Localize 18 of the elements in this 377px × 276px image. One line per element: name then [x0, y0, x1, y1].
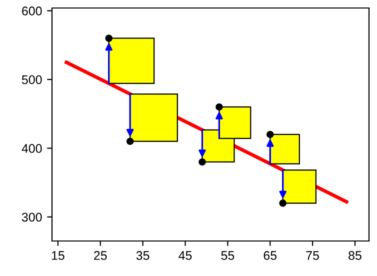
- x-tick-label: 65: [264, 251, 277, 260]
- point: [266, 130, 274, 138]
- point: [126, 138, 134, 145]
- x-tick-label: 85: [348, 251, 362, 260]
- x-tick-label: 35: [136, 251, 150, 260]
- x-tick-label: 15: [52, 251, 64, 260]
- x-tick-label: 75: [306, 251, 319, 260]
- y-tick-label: 400: [22, 144, 42, 153]
- x-tick-label: 55: [221, 251, 234, 260]
- point: [105, 34, 113, 42]
- y-tick-label: 600: [22, 6, 42, 16]
- point: [216, 103, 223, 111]
- point: [279, 200, 286, 207]
- y-tick-label: 500: [22, 75, 42, 84]
- x-tick-label: 45: [178, 251, 192, 260]
- point: [198, 158, 206, 166]
- y-tick-label: 300: [22, 212, 42, 222]
- x-tick-label: 25: [94, 251, 107, 260]
